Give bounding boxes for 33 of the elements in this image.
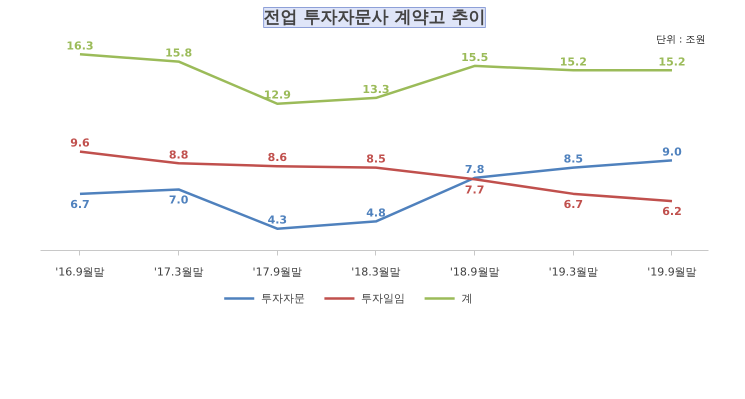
data-label: 8.6: [268, 151, 288, 164]
x-tick-label: '19.9월말: [647, 266, 697, 278]
data-label: 6.7: [564, 198, 584, 211]
data-label: 4.3: [268, 214, 288, 227]
data-label: 9.6: [70, 136, 90, 150]
data-label: 7.8: [464, 162, 484, 176]
x-tick-label: '17.3월말: [154, 266, 204, 278]
data-label: 7.0: [168, 193, 189, 206]
data-label: 9.0: [662, 145, 682, 158]
x-tick-label: '19.3월말: [548, 266, 598, 278]
x-tick-label: '17.9월말: [252, 266, 302, 278]
data-label: 16.3: [66, 39, 94, 52]
data-label: 4.8: [366, 206, 386, 220]
legend-label: 투자일임: [361, 292, 406, 305]
data-label: 8.5: [366, 152, 386, 166]
data-label: 8.8: [168, 148, 188, 162]
data-label: 12.9: [264, 88, 291, 102]
x-tick-label: '18.3월말: [351, 266, 401, 278]
data-label: 13.3: [362, 82, 390, 96]
data-label: 15.5: [461, 50, 488, 64]
chart-title: 전업 투자자문사 계약고 추이: [264, 8, 486, 28]
data-label: 6.2: [662, 205, 682, 218]
data-label: 15.8: [165, 46, 192, 60]
data-label: 15.2: [658, 55, 686, 68]
legend-label: 계: [461, 292, 472, 305]
data-label: 7.7: [464, 183, 484, 196]
legend-label: 투자자문: [260, 292, 305, 305]
x-tick-label: '18.9월말: [450, 266, 500, 278]
x-tick-label: '16.9월말: [55, 266, 105, 278]
data-label: 8.5: [564, 152, 584, 166]
data-label: 6.7: [70, 198, 90, 211]
text: 단위 : 조원: [656, 34, 706, 46]
data-label: 15.2: [560, 55, 587, 68]
